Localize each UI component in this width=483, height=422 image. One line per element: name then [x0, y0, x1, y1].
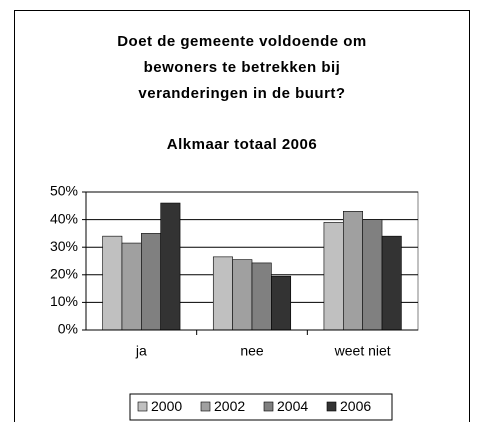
- bar: [362, 219, 383, 331]
- bar: [342, 211, 363, 331]
- bar: [271, 275, 292, 331]
- chart-subtitle: Alkmaar totaal 2006: [167, 136, 317, 153]
- legend-swatch: [137, 401, 148, 412]
- bar: [251, 262, 272, 331]
- bar: [323, 222, 344, 331]
- legend-swatch: [200, 401, 211, 412]
- legend-swatch: [263, 401, 274, 412]
- bar: [102, 235, 123, 331]
- y-tick-label: 0%: [58, 321, 78, 337]
- x-tick-label: nee: [240, 343, 264, 359]
- bar: [141, 233, 161, 331]
- bar: [212, 256, 233, 331]
- legend-label: 2002: [214, 398, 245, 414]
- bar: [381, 235, 402, 331]
- chart-title: veranderingen in de buurt?: [138, 85, 345, 102]
- legend-label: 2000: [151, 398, 182, 414]
- legend-label: 2006: [340, 398, 371, 414]
- y-tick-label: 20%: [50, 266, 78, 282]
- x-tick-label: weet niet: [334, 343, 391, 359]
- y-tick-label: 10%: [50, 293, 78, 309]
- x-tick-label: ja: [135, 343, 147, 359]
- chart-title: bewoners te betrekken bij: [144, 59, 341, 76]
- bar: [232, 259, 253, 331]
- y-tick-label: 50%: [50, 183, 78, 199]
- legend-label: 2004: [277, 398, 308, 414]
- y-tick-label: 30%: [50, 238, 78, 254]
- y-tick-label: 40%: [50, 210, 78, 226]
- legend-swatch: [326, 401, 337, 412]
- chart-title: Doet de gemeente voldoende om: [117, 33, 367, 50]
- bar: [160, 202, 181, 331]
- legend-box: [129, 393, 393, 421]
- bar: [121, 242, 142, 331]
